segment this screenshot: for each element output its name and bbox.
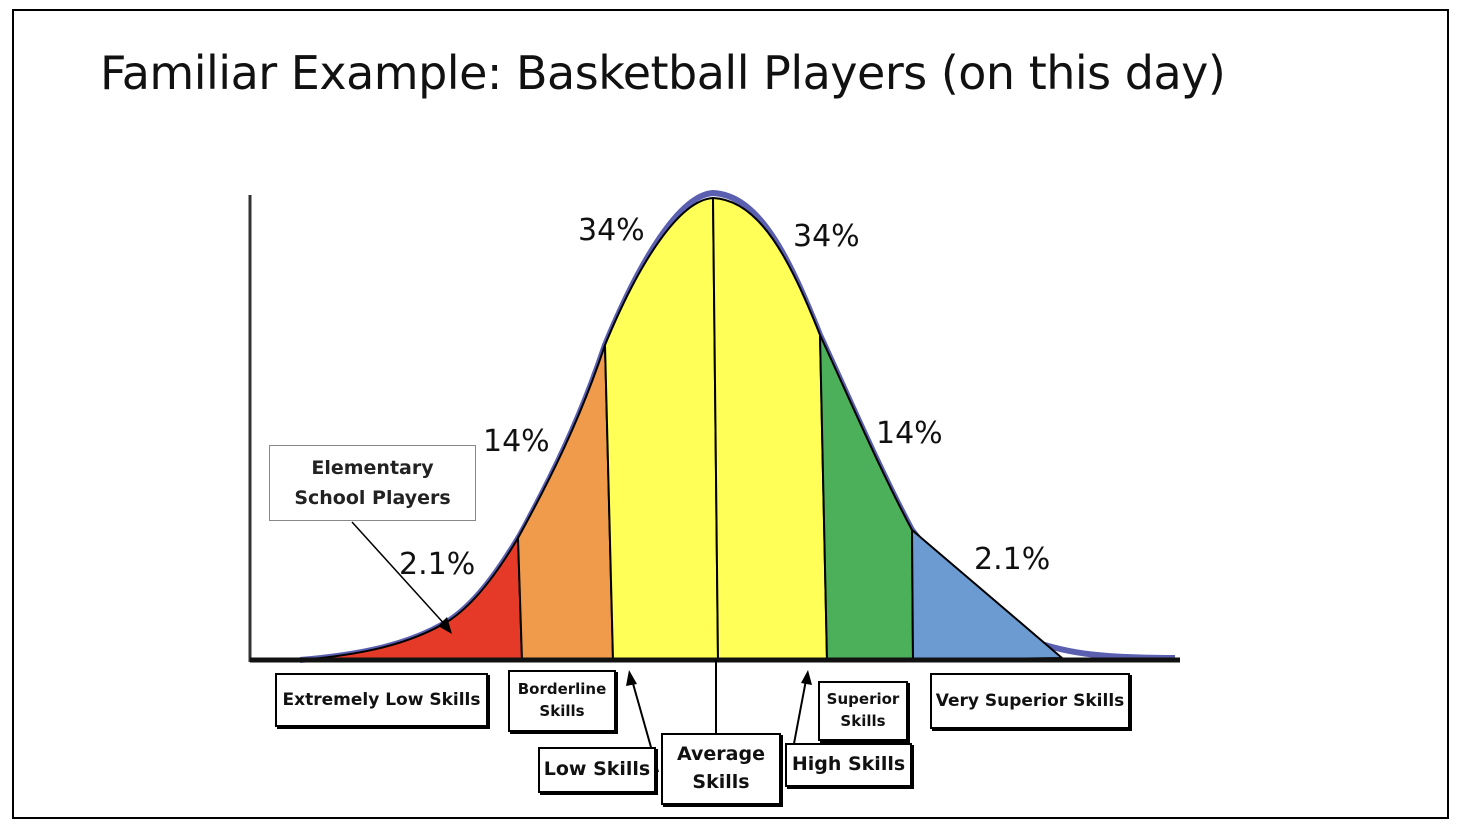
label-very-superior-skills: Very Superior Skills	[930, 673, 1130, 729]
high-skills-arrowhead	[801, 670, 812, 685]
callout-line-2: School Players	[294, 487, 451, 509]
callout-arrowhead	[438, 617, 452, 634]
segment-high	[711, 196, 829, 661]
slide-title: Familiar Example: Basketball Players (on…	[100, 46, 1226, 100]
extremely-low-text: Extremely Low Skills	[282, 689, 481, 710]
average-line-2: Skills	[692, 771, 750, 793]
percent-label-right-mid: 14%	[876, 416, 943, 451]
label-average-skills: Average Skills	[661, 733, 781, 805]
percent-label-right-tail: 2.1%	[974, 542, 1051, 577]
label-high-skills: High Skills	[785, 743, 912, 787]
borderline-line-2: Skills	[539, 702, 585, 720]
label-borderline-skills: Borderline Skills	[508, 670, 616, 732]
slide-frame	[12, 9, 1449, 819]
high-skills-text: High Skills	[791, 753, 906, 776]
superior-line-1: Superior	[826, 690, 900, 709]
label-low-skills: Low Skills	[538, 747, 656, 793]
superior-line-2: Skills	[840, 712, 886, 730]
segment-low	[603, 196, 720, 661]
average-line-1: Average	[677, 743, 765, 766]
callout-arrow-line	[351, 521, 449, 629]
segment-superior	[819, 334, 915, 661]
segment-borderline	[516, 344, 615, 661]
segment-extremely-low	[299, 534, 524, 661]
low-skills-arrowhead	[626, 670, 637, 686]
label-extremely-low-skills: Extremely Low Skills	[275, 673, 488, 727]
callout-line-1: Elementary	[311, 456, 434, 479]
percent-label-left-center: 34%	[578, 213, 645, 248]
elementary-players-callout: Elementary School Players	[269, 445, 476, 521]
label-superior-skills: Superior Skills	[818, 681, 908, 741]
percent-label-left-mid: 14%	[483, 424, 550, 459]
percent-label-left-tail: 2.1%	[399, 547, 476, 582]
borderline-line-1: Borderline	[517, 680, 607, 699]
percent-label-right-center: 34%	[793, 219, 860, 254]
low-skills-text: Low Skills	[543, 758, 651, 781]
very-superior-text: Very Superior Skills	[935, 690, 1125, 711]
